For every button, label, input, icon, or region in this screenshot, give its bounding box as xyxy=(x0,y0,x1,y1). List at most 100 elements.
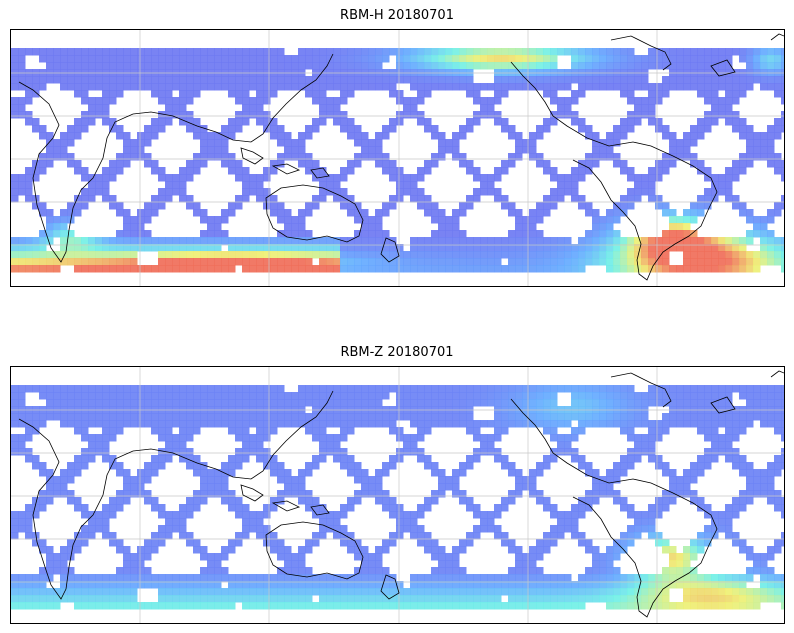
top-swath-tile-491 xyxy=(543,76,551,84)
bottom-swath-tile-151 xyxy=(333,392,341,400)
top-swath-tile-851 xyxy=(158,125,166,133)
bottom-swath-tile-418 xyxy=(11,413,19,421)
bottom-swath-tile-1446 xyxy=(515,553,523,561)
bottom-swath-tile-1638 xyxy=(739,574,747,582)
bottom-swath-tile-1837 xyxy=(648,588,656,596)
top-swath-tile-1404 xyxy=(515,209,523,217)
bottom-swath-tile-1997 xyxy=(298,602,306,610)
top-swath-tile-728 xyxy=(102,104,110,112)
top-swath-tile-1526 xyxy=(599,230,607,238)
bottom-swath-tile-1666 xyxy=(179,581,187,589)
bottom-swath-tile-546 xyxy=(179,420,187,428)
bottom-swath-tile-1969 xyxy=(95,602,103,610)
top-swath-tile-958 xyxy=(354,139,362,147)
bottom-swath-tile-287 xyxy=(585,399,593,407)
top-swath-tile-2046 xyxy=(662,265,670,273)
bottom-swath-tile-989 xyxy=(221,483,229,491)
bottom-swath-tile-1059 xyxy=(760,490,768,498)
bottom-swath-tile-825 xyxy=(543,455,551,463)
top-swath-tile-215 xyxy=(53,62,61,70)
top-swath-tile-186 xyxy=(599,55,607,63)
bottom-swath-tile-1590 xyxy=(382,574,390,582)
top-swath-tile-1925 xyxy=(536,258,544,266)
top-swath-tile-1887 xyxy=(256,258,264,266)
top-swath-tile-1341 xyxy=(270,202,278,210)
top-swath-tile-897 xyxy=(116,132,124,140)
bottom-swath-tile-1989 xyxy=(242,602,250,610)
top-swath-tile-1503 xyxy=(221,230,229,238)
top-swath-tile-1583 xyxy=(333,237,341,245)
bottom-swath-tile-1502 xyxy=(214,567,222,575)
top-swath-tile-1020 xyxy=(137,153,145,161)
top-swath-tile-1190 xyxy=(473,174,481,182)
top-swath-tile-1116 xyxy=(81,167,89,175)
bottom-swath-tile-1209 xyxy=(781,511,784,519)
bottom-swath-tile-540 xyxy=(137,420,145,428)
bottom-swath-tile-585 xyxy=(466,420,474,428)
top-swath-tile-1338 xyxy=(228,202,236,210)
bottom-swath-tile-1611 xyxy=(543,574,551,582)
top-swath-tile-1379 xyxy=(116,209,124,217)
bottom-swath-tile-1517 xyxy=(452,567,460,575)
top-swath-tile-1552 xyxy=(116,237,124,245)
bottom-swath-tile-1208 xyxy=(732,511,740,519)
bottom-swath-tile-1028 xyxy=(277,490,285,498)
bottom-swath-tile-28 xyxy=(207,385,215,393)
bottom-swath-tile-931 xyxy=(662,469,670,477)
top-swath-tile-1516 xyxy=(445,230,453,238)
top-swath-tile-1734 xyxy=(669,244,677,252)
top-swath-tile-55 xyxy=(410,48,418,56)
top-swath-tile-33 xyxy=(242,48,250,56)
top-swath-tile-190 xyxy=(627,55,635,63)
top-swath-tile-1146 xyxy=(571,167,579,175)
top-swath-tile-821 xyxy=(466,118,474,126)
bottom-swath-tile-1800 xyxy=(389,588,397,596)
top-swath-tile-935 xyxy=(697,132,705,140)
bottom-swath-tile-872 xyxy=(501,462,509,470)
bottom-swath-tile-498 xyxy=(592,413,600,421)
bottom-swath-tile-1824 xyxy=(557,588,565,596)
bottom-swath-tile-1868 xyxy=(102,595,110,603)
bottom-swath-tile-1530 xyxy=(669,567,677,575)
bottom-swath-tile-1096 xyxy=(578,497,586,505)
top-swath-tile-1850 xyxy=(753,251,761,259)
top-swath-tile-495 xyxy=(571,76,579,84)
top-swath-tile-247 xyxy=(277,62,285,70)
top-swath-tile-1987 xyxy=(221,265,229,273)
top-swath-tile-769 xyxy=(333,111,341,119)
top-swath-tile-1485 xyxy=(669,223,677,231)
top-swath-tile-1655 xyxy=(102,244,110,252)
bottom-swath-tile-303 xyxy=(697,399,705,407)
top-swath-tile-1030 xyxy=(291,153,299,161)
bottom-swath-tile-801 xyxy=(158,455,166,463)
bottom-swath-tile-1424 xyxy=(60,553,68,561)
bottom-swath-tile-1169 xyxy=(109,511,117,519)
top-swath-tile-2042 xyxy=(634,265,642,273)
bottom-swath-tile-1772 xyxy=(193,588,201,596)
bottom-swath-tile-634 xyxy=(109,427,117,435)
top-swath-tile-933 xyxy=(683,132,691,140)
top-swath-tile-130 xyxy=(186,55,194,63)
top-swath-tile-141 xyxy=(263,55,271,63)
top-swath-tile-584 xyxy=(459,83,467,91)
top-swath-tile-202 xyxy=(711,55,719,63)
top-swath-tile-35 xyxy=(256,48,264,56)
bottom-swath-tile-1534 xyxy=(746,567,754,575)
top-swath-tile-843 xyxy=(39,125,47,133)
bottom-swath-tile-1828 xyxy=(585,588,593,596)
top-swath-tile-782 xyxy=(571,111,579,119)
top-swath-tile-1288 xyxy=(165,195,173,203)
top-swath-tile-1962 xyxy=(32,265,40,273)
top-swath-tile-1732 xyxy=(655,244,663,252)
top-swath-tile-913 xyxy=(347,132,355,140)
bottom-swath-tile-485 xyxy=(501,413,509,421)
top-swath-tile-1906 xyxy=(396,258,404,266)
bottom-swath-tile-543 xyxy=(158,420,166,428)
top-swath-tile-238 xyxy=(214,62,222,70)
bottom-swath-tile-1432 xyxy=(214,553,222,561)
bottom-swath-tile-1581 xyxy=(319,574,327,582)
bottom-swath-tile-1914 xyxy=(452,595,460,603)
top-swath-tile-689 xyxy=(179,97,187,105)
bottom-swath-tile-146 xyxy=(298,392,306,400)
bottom-swath-tile-928 xyxy=(606,469,614,477)
